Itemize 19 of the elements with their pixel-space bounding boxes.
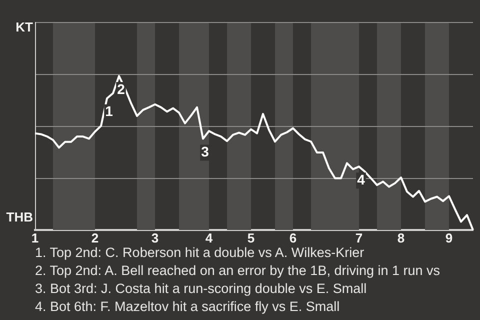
x-tick-label: 7 bbox=[355, 230, 363, 246]
text: 2. Top 2nd: A. Bell reached on an error by the 1B, driving in 1 run vs bbox=[35, 262, 440, 280]
text: 1. Top 2nd: C. Roberson hit a double vs A. Wilkes-Krier bbox=[35, 244, 366, 262]
x-tick-label: 6 bbox=[289, 230, 297, 246]
text: THB bbox=[6, 210, 33, 225]
annotation: 2 bbox=[117, 80, 126, 97]
x-tick-label: 5 bbox=[247, 230, 255, 246]
x-tick-label: 1 bbox=[31, 230, 39, 246]
annotation: 4 bbox=[357, 171, 366, 188]
text: KT bbox=[16, 20, 34, 35]
x-tick-label: 3 bbox=[151, 230, 159, 246]
x-tick-label: 4 bbox=[205, 230, 214, 246]
x-tick-label: 9 bbox=[445, 230, 453, 246]
annotation: 1 bbox=[105, 103, 114, 120]
annotation: 3 bbox=[201, 144, 210, 160]
text: 3. Bot 3rd: J. Costa hit a run-scoring double vs E. Small bbox=[35, 280, 368, 298]
x-tick-label: 2 bbox=[91, 230, 99, 246]
text: 4. Bot 6th: F. Mazeltov hit a sacrifice fly vs E. Small bbox=[35, 298, 341, 316]
x-tick-label: 8 bbox=[397, 230, 405, 246]
